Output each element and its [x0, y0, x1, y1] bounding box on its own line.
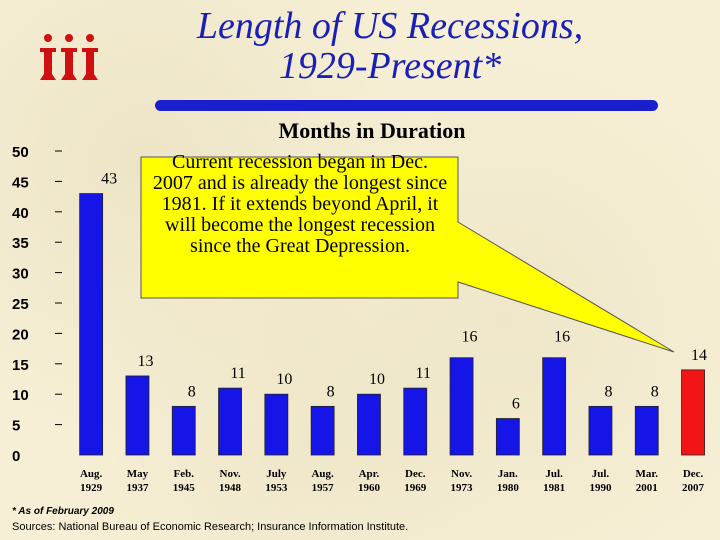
x-tick-label: 1969 [404, 482, 427, 494]
y-tick-label: 45 [12, 174, 29, 191]
y-tick-label: 50 [12, 144, 29, 161]
y-tick-label: 10 [12, 387, 29, 404]
x-tick-label: July [266, 468, 287, 480]
y-tick-label: 35 [12, 235, 29, 252]
x-tick-label: Dec. [683, 468, 704, 480]
y-tick-label: 25 [12, 296, 29, 313]
bar [403, 387, 428, 456]
y-tick-label: 0 [12, 448, 20, 465]
x-tick-label: Aug. [80, 468, 103, 480]
sources-text: Sources: National Bureau of Economic Res… [12, 521, 409, 533]
bar-value-label: 10 [369, 371, 385, 388]
x-tick-label: 1973 [451, 482, 474, 494]
x-tick-label: Apr. [359, 468, 380, 480]
footnote: * As of February 2009 [12, 506, 114, 517]
bar [310, 405, 335, 456]
bar-value-label: 43 [101, 171, 117, 188]
bar-value-label: 11 [230, 365, 245, 382]
x-tick-label: 1990 [589, 482, 612, 494]
bar [449, 357, 474, 456]
y-tick-label: 30 [12, 266, 29, 283]
bar [588, 405, 613, 456]
bar [264, 393, 289, 456]
x-tick-label: Jul. [545, 468, 563, 480]
x-tick-label: Dec. [405, 468, 426, 480]
bar-value-label: 16 [462, 329, 478, 346]
bar [357, 393, 381, 456]
bar-value-label: 16 [554, 329, 570, 346]
bar-value-label: 14 [691, 347, 707, 364]
x-tick-label: Mar. [635, 468, 658, 480]
y-tick-label: 20 [12, 326, 29, 343]
y-tick-label: 40 [12, 205, 29, 222]
y-tick-label: 5 [12, 418, 20, 435]
bar-value-label: 8 [651, 383, 659, 400]
bar [681, 369, 705, 456]
x-tick-label: 1981 [543, 482, 565, 494]
x-tick-label: Nov. [451, 468, 472, 480]
x-tick-label: Aug. [311, 468, 334, 480]
x-tick-label: 1953 [265, 482, 288, 494]
bar [634, 405, 659, 456]
y-tick-label: 15 [12, 357, 29, 374]
bar [171, 405, 196, 456]
x-tick-label: 1948 [219, 482, 242, 494]
bar-value-label: 13 [137, 353, 153, 370]
x-tick-label: 1945 [173, 482, 196, 494]
x-tick-label: 1957 [312, 482, 335, 494]
x-tick-label: 1929 [80, 482, 103, 494]
bar-value-label: 8 [188, 383, 196, 400]
bar [79, 193, 104, 456]
chart-title: Months in Duration [278, 118, 465, 143]
bar [125, 375, 150, 456]
title-underline-bar [155, 100, 658, 111]
bar [542, 357, 567, 456]
x-tick-label: 1980 [497, 482, 520, 494]
x-tick-label: 2001 [636, 482, 658, 494]
title-line-2: 1929-Present* [278, 45, 502, 87]
bar-value-label: 8 [604, 383, 612, 400]
x-tick-label: 2007 [682, 482, 705, 494]
x-tick-label: May [127, 468, 149, 480]
x-tick-label: Jul. [592, 468, 610, 480]
bar-value-label: 10 [276, 371, 292, 388]
iii-logo [40, 34, 98, 80]
callout-text: Current recession began in Dec. 2007 and… [152, 151, 448, 257]
x-tick-label: 1960 [358, 482, 381, 494]
x-tick-label: 1937 [126, 482, 149, 494]
page-title: Length of US Recessions, 1929-Present* [150, 6, 630, 86]
bar [495, 418, 520, 456]
bars-layer: 43 Aug. 1929 13 May 1937 8 Feb. 1945 11 Nov. 1948 10… [79, 171, 707, 494]
title-line-1: Length of US Recessions, [196, 5, 584, 47]
callout-box [140, 156, 675, 353]
bar-value-label: 11 [416, 365, 431, 382]
x-tick-label: Jan. [498, 468, 518, 480]
bar-value-label: 8 [327, 383, 335, 400]
x-tick-label: Nov. [220, 468, 241, 480]
bar-value-label: 6 [512, 396, 520, 413]
bar [218, 387, 242, 456]
x-tick-label: Feb. [174, 468, 195, 480]
